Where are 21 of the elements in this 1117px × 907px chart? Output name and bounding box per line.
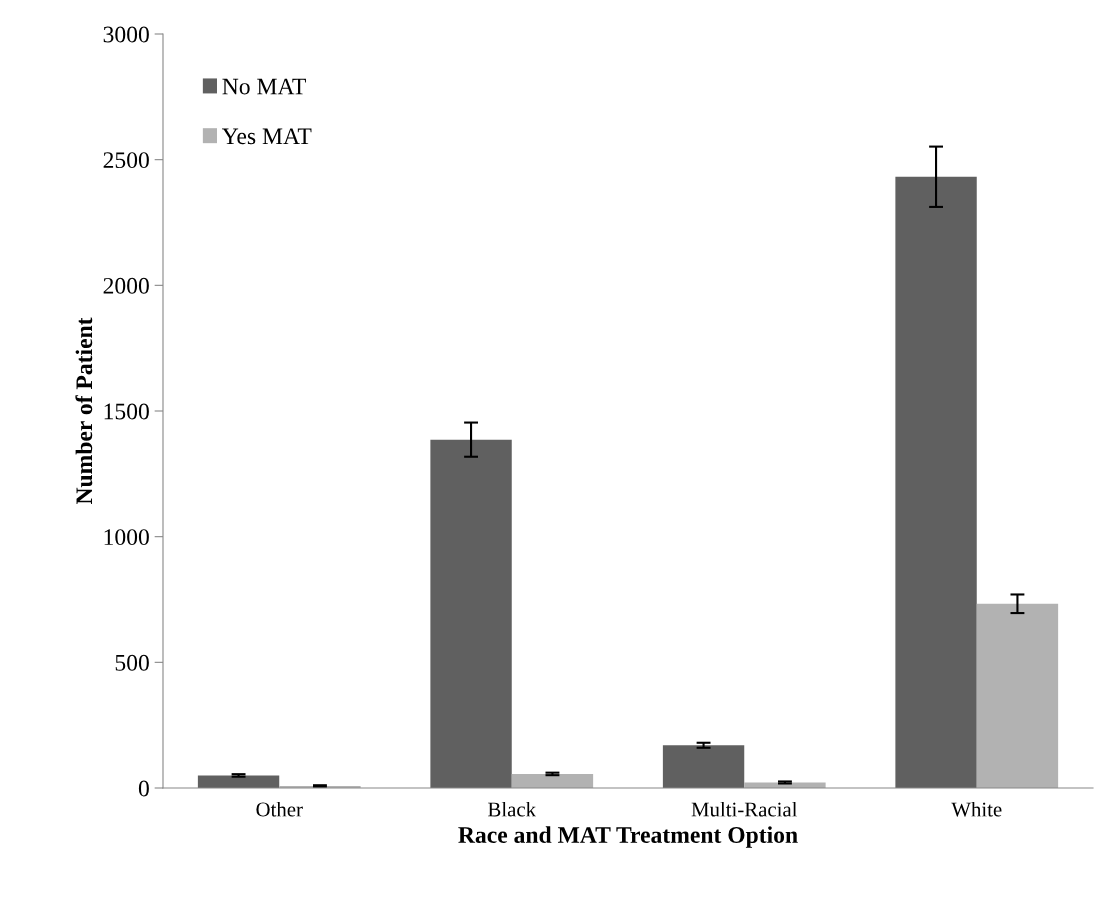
bar bbox=[662, 745, 745, 788]
x-tick-label: Black bbox=[488, 801, 537, 817]
y-tick-label: 2000 bbox=[103, 277, 149, 294]
y-tick-label: 1500 bbox=[104, 403, 149, 420]
bar bbox=[895, 176, 977, 788]
legend-label: Yes MAT bbox=[222, 128, 312, 145]
y-tick-label: 1000 bbox=[104, 529, 149, 546]
bar bbox=[430, 439, 512, 788]
y-tick-label: 3000 bbox=[103, 26, 149, 43]
legend-label: No MAT bbox=[222, 78, 306, 95]
y-tick-label: 2500 bbox=[103, 152, 149, 169]
x-axis-title: Race and MAT Treatment Option bbox=[458, 826, 798, 848]
y-axis-title: Number of Patient bbox=[75, 317, 93, 505]
bar bbox=[976, 603, 1059, 788]
bar bbox=[197, 775, 280, 788]
y-tick-label: 0 bbox=[138, 780, 149, 797]
x-tick-label: Other bbox=[256, 801, 303, 817]
y-tick-label: 500 bbox=[115, 654, 149, 671]
x-tick-label: Multi-Racial bbox=[691, 801, 798, 817]
x-tick-label: White bbox=[951, 801, 1002, 817]
bar bbox=[511, 773, 594, 788]
